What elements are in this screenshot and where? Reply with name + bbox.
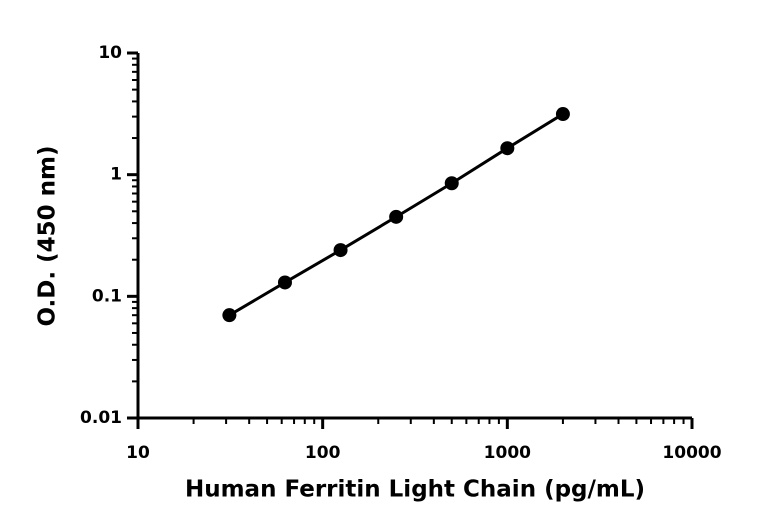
x-tick-label: 10 <box>126 443 150 463</box>
y-tick-label: 10 <box>98 43 122 63</box>
data-point <box>444 176 459 191</box>
data-point <box>277 275 292 290</box>
x-tick-label: 100 <box>305 443 341 463</box>
data-point <box>389 209 404 224</box>
x-tick-label: 10000 <box>662 443 721 463</box>
y-tick-label: 0.01 <box>80 408 122 428</box>
data-point <box>333 243 348 258</box>
y-axis-label: O.D. (450 nm) <box>35 145 61 326</box>
y-tick-label: 1 <box>110 165 122 185</box>
data-point <box>500 141 515 156</box>
data-point <box>222 308 237 323</box>
data-point <box>555 107 570 122</box>
x-axis-label: Human Ferritin Light Chain (pg/mL) <box>185 477 645 503</box>
y-tick-label: 0.1 <box>92 286 122 306</box>
x-tick-label: 1000 <box>484 443 531 463</box>
